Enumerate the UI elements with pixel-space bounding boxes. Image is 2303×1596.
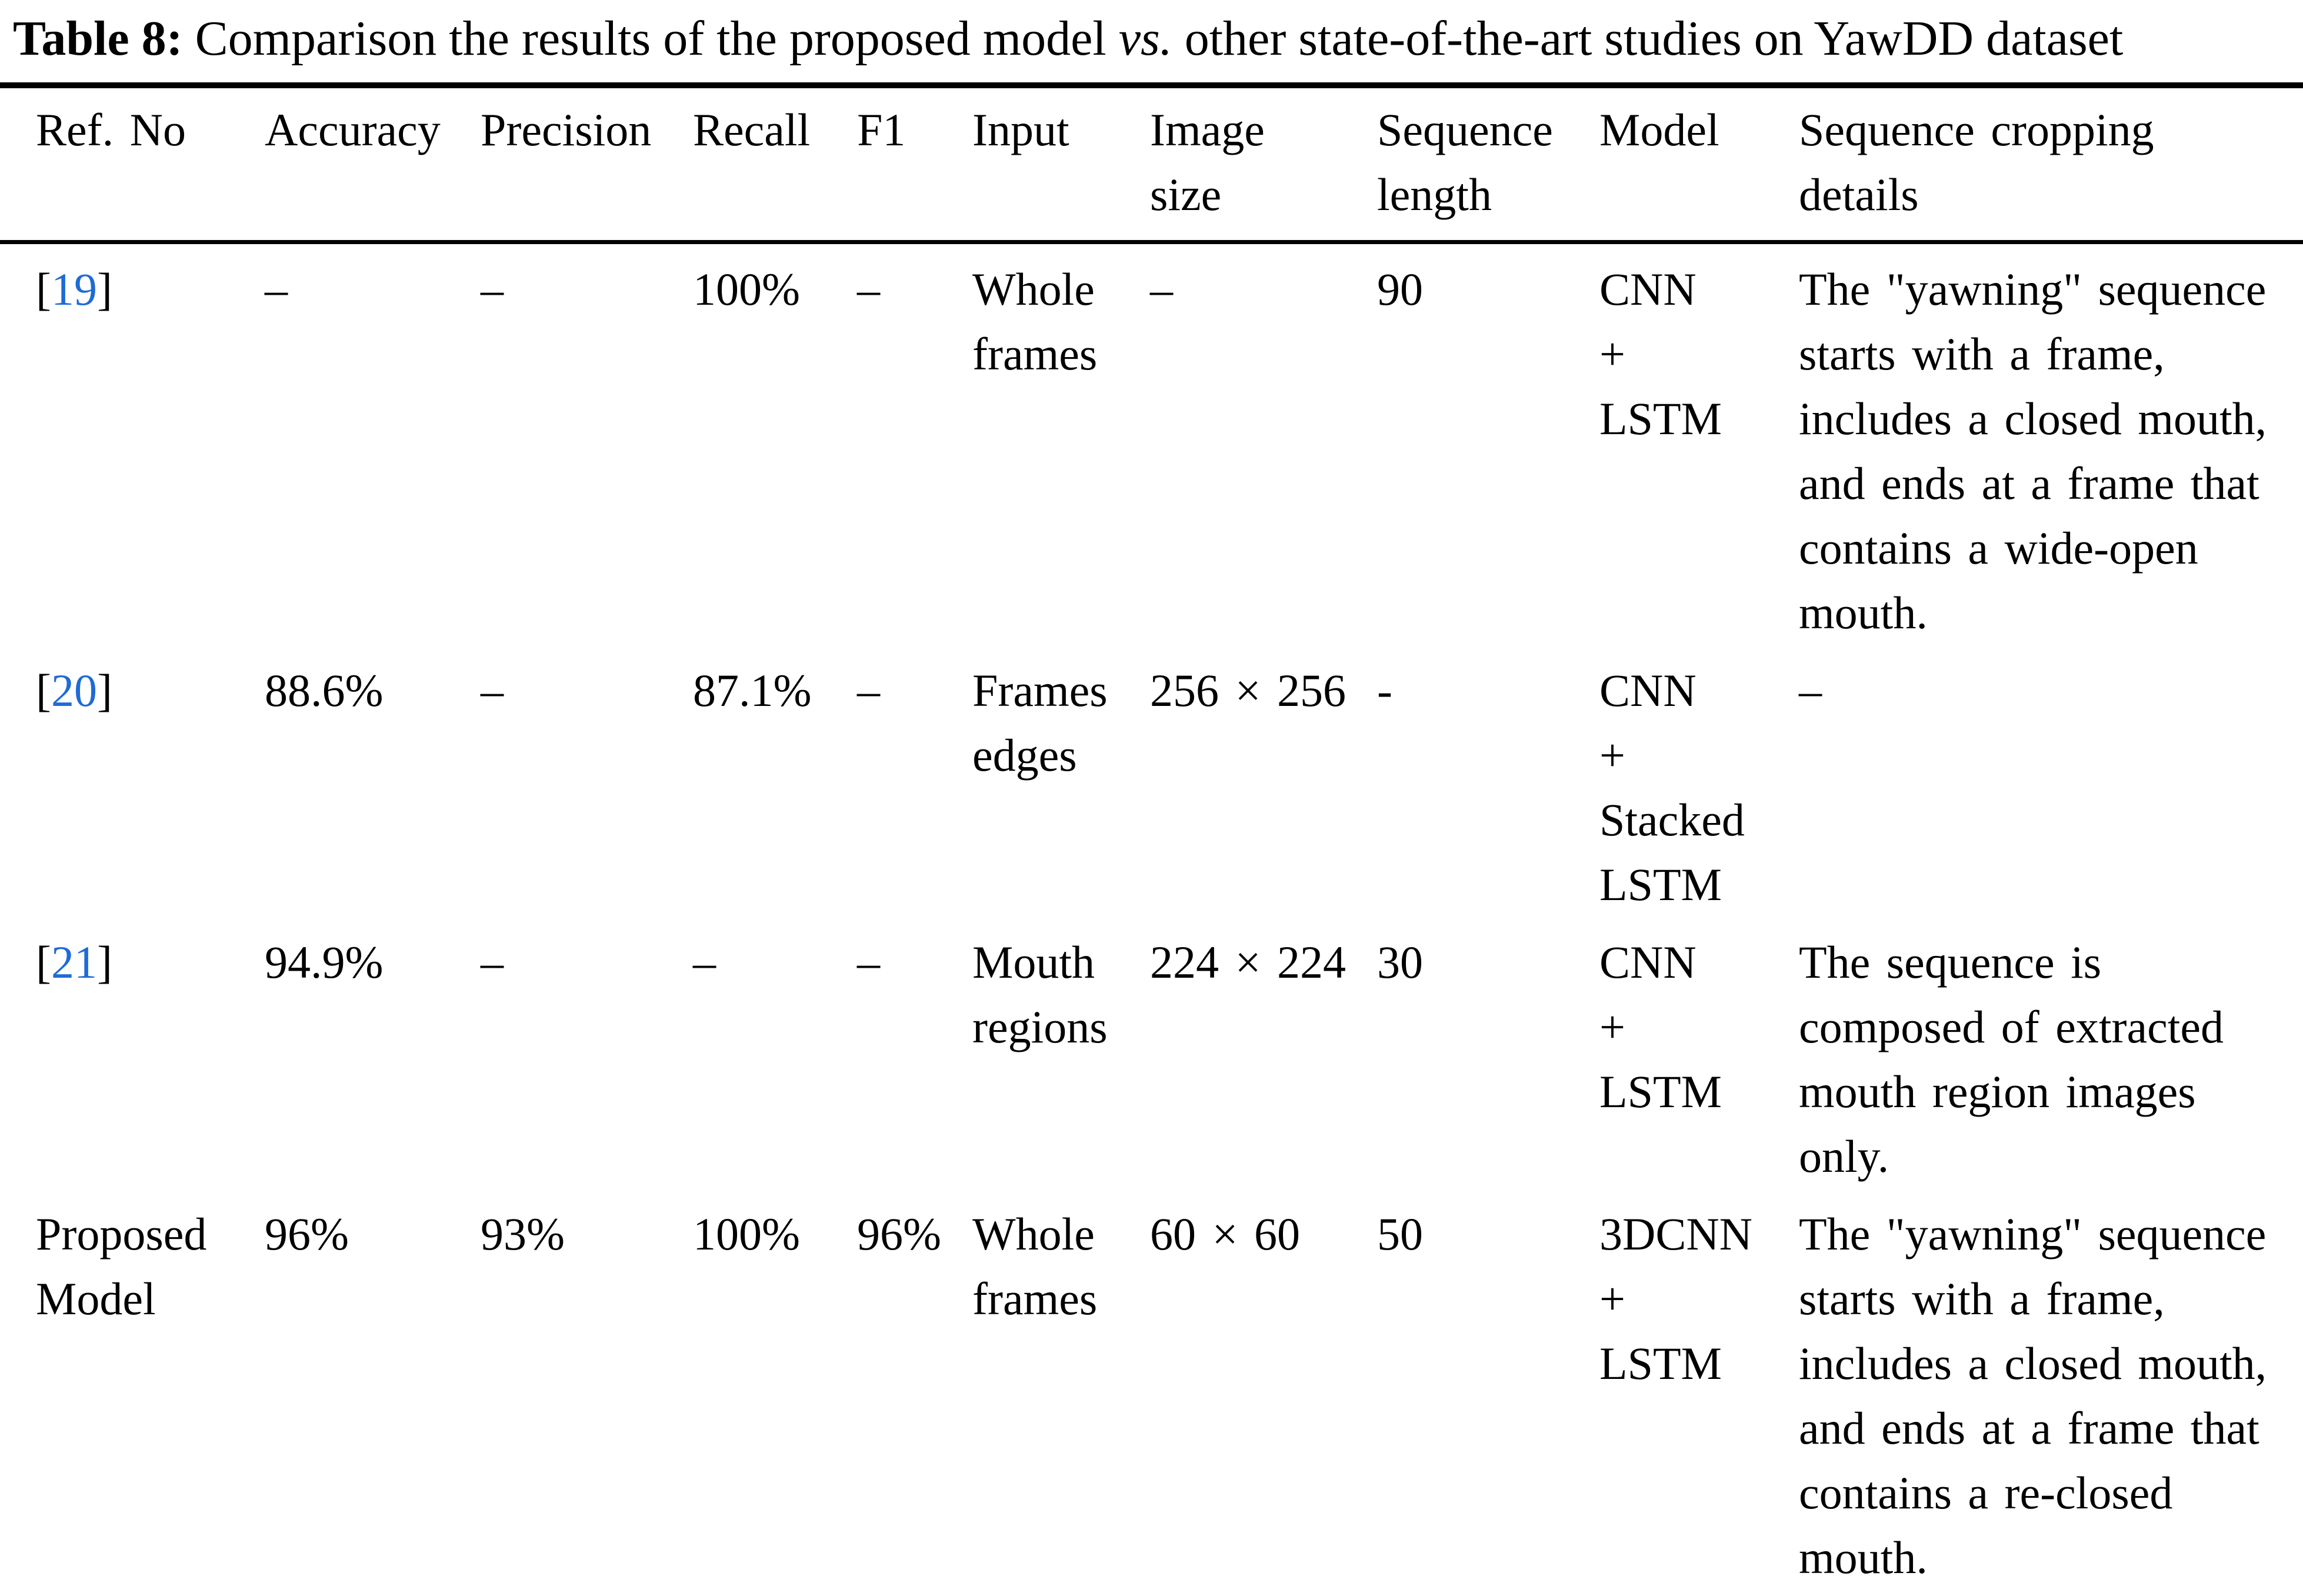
cell-f1: –	[857, 937, 880, 988]
col-header-input: Input	[972, 85, 1150, 244]
table-caption-vs: vs.	[1118, 11, 1172, 66]
cell-input: Frames edges	[972, 665, 1108, 781]
cell-sequence-length: -	[1377, 665, 1392, 716]
cell-image-size: –	[1150, 264, 1173, 315]
col-header-ref-no: Ref. No	[0, 85, 265, 244]
col-header-image-size: Image size	[1150, 85, 1377, 244]
col-header-sequence-length: Sequence length	[1377, 85, 1599, 244]
cell-precision: –	[481, 665, 504, 716]
citation-link[interactable]: 20	[51, 665, 97, 716]
col-header-sequence-cropping-details: Sequence cropping details	[1799, 85, 2303, 244]
ref-bracket-open: [	[36, 937, 51, 988]
ref-bracket-open: [	[36, 665, 51, 716]
cell-model: CNN + Stacked LSTM	[1599, 665, 1745, 910]
cell-sequence-length: 50	[1377, 1208, 1423, 1260]
cell-f1: 96%	[857, 1208, 941, 1260]
cell-ref: [19]	[0, 242, 265, 646]
cell-sequence-cropping-details: The "yawning" sequence starts with a fra…	[1799, 264, 2267, 638]
citation-link[interactable]: 19	[51, 264, 97, 315]
col-header-accuracy: Accuracy	[265, 85, 481, 244]
cell-precision: 93%	[481, 1208, 565, 1260]
cell-precision: –	[481, 937, 504, 988]
cell-f1: –	[857, 665, 880, 716]
cell-image-size: 224 × 224	[1150, 937, 1346, 988]
citation-link[interactable]: 21	[51, 937, 97, 988]
cell-ref: [20]	[0, 645, 265, 917]
cell-recall: 87.1%	[693, 665, 812, 716]
cell-input: Mouth regions	[972, 937, 1108, 1052]
col-header-recall: Recall	[693, 85, 857, 244]
ref-bracket-close: ]	[96, 264, 112, 315]
cell-recall: 100%	[693, 1208, 800, 1260]
cell-input: Whole frames	[972, 264, 1098, 379]
table-row: [21] 94.9% – – – Mouth regions 224 × 224…	[0, 917, 2303, 1189]
ref-bracket-close: ]	[96, 665, 112, 716]
table-row: [19] – – 100% – Whole frames – 90 CNN + …	[0, 242, 2303, 646]
col-header-model: Model	[1599, 85, 1799, 244]
cell-accuracy: 94.9%	[265, 937, 384, 988]
ref-bracket-open: [	[36, 264, 51, 315]
cell-accuracy: 88.6%	[265, 665, 384, 716]
cell-model: 3DCNN + LSTM	[1599, 1208, 1753, 1389]
cell-image-size: 60 × 60	[1150, 1208, 1300, 1260]
cell-accuracy: –	[265, 264, 288, 315]
cell-accuracy: 96%	[265, 1208, 349, 1260]
cell-ref: Proposed Model	[36, 1208, 207, 1324]
header-row: Ref. No Accuracy Precision Recall F1 Inp…	[0, 85, 2303, 244]
cell-recall: 100%	[693, 264, 800, 315]
cell-sequence-length: 30	[1377, 937, 1423, 988]
cell-sequence-cropping-details: The "yawning" sequence starts with a fra…	[1799, 1208, 2267, 1583]
table-caption: Table 8: Comparison the results of the p…	[0, 0, 2303, 72]
table-caption-text-after: other state-of-the-art studies on YawDD …	[1184, 11, 2124, 66]
col-header-f1: F1	[857, 85, 972, 244]
col-header-precision: Precision	[481, 85, 693, 244]
cell-sequence-cropping-details: The sequence is composed of extracted mo…	[1799, 937, 2224, 1182]
cell-precision: –	[481, 264, 504, 315]
cell-ref: [21]	[0, 917, 265, 1189]
cell-image-size: 256 × 256	[1150, 665, 1346, 716]
cell-model: CNN + LSTM	[1599, 264, 1722, 444]
cell-sequence-length: 90	[1377, 264, 1423, 315]
cell-recall: –	[693, 937, 716, 988]
cell-f1: –	[857, 264, 880, 315]
table-row-proposed-model: Proposed Model 96% 93% 100% 96% Whole fr…	[0, 1189, 2303, 1596]
cell-sequence-cropping-details: –	[1799, 665, 1822, 716]
comparison-table: Ref. No Accuracy Precision Recall F1 Inp…	[0, 82, 2303, 1596]
ref-bracket-close: ]	[96, 937, 112, 988]
cell-model: CNN + LSTM	[1599, 937, 1722, 1117]
cell-input: Whole frames	[972, 1208, 1098, 1324]
table-caption-text-before: Comparison the results of the proposed m…	[195, 11, 1106, 66]
table-row: [20] 88.6% – 87.1% – Frames edges 256 × …	[0, 645, 2303, 917]
table-caption-label: Table 8:	[13, 11, 183, 66]
